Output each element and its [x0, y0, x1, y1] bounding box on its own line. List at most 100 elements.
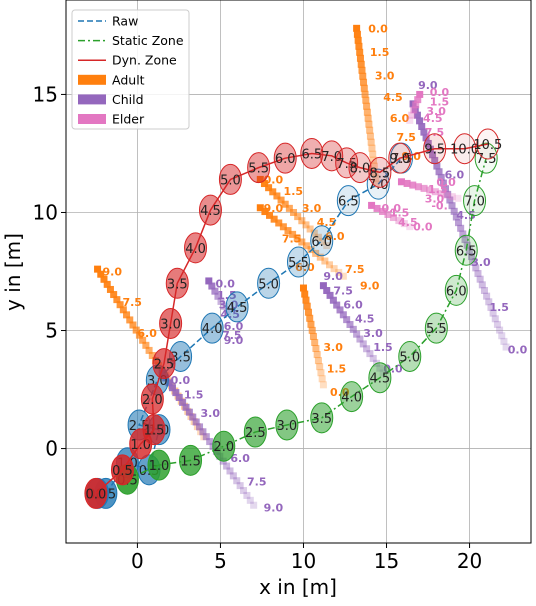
- zone-ellipse: [275, 409, 299, 441]
- track-marker: [126, 316, 134, 324]
- zone-ellipse: [198, 194, 222, 226]
- zone-time-label: 4.0: [202, 322, 223, 337]
- track-marker: [366, 350, 374, 358]
- agent-track-adult: 0.01.53.04.56.0: [256, 173, 345, 250]
- track-marker: [220, 303, 228, 311]
- track-marker: [306, 225, 314, 233]
- track-time-label: 1.5: [184, 388, 204, 401]
- track-marker: [103, 280, 111, 288]
- track-time-label: 4.5: [398, 216, 418, 229]
- track-marker: [205, 277, 213, 285]
- track-marker: [496, 326, 504, 334]
- zone-time-label: 7.0: [368, 178, 389, 193]
- track-marker: [372, 174, 380, 182]
- track-marker: [455, 219, 463, 227]
- track-marker: [196, 423, 204, 431]
- track-marker: [480, 286, 488, 294]
- track-marker: [459, 230, 467, 238]
- zone-ellipse: [218, 163, 242, 195]
- track-marker: [433, 162, 441, 170]
- track-marker: [303, 302, 311, 310]
- zone-time-label: 1.5: [144, 424, 165, 439]
- track-marker: [179, 398, 187, 406]
- zone-ellipse: [474, 142, 498, 174]
- track-marker: [336, 306, 344, 314]
- track-marker: [493, 320, 501, 328]
- track-marker: [135, 331, 143, 339]
- track-marker: [266, 211, 274, 219]
- track-marker: [470, 258, 478, 266]
- track-marker: [323, 287, 331, 295]
- zone-time-label: 3.5: [311, 412, 332, 427]
- zone-time-label: 4.5: [200, 204, 221, 219]
- zone-ellipse: [165, 267, 189, 299]
- track-marker: [373, 180, 381, 188]
- zone-series-static-zone: 0.51.01.52.02.53.03.54.04.55.05.56.06.57…: [115, 142, 498, 495]
- legend-patch-swatch: [78, 94, 106, 105]
- track-marker: [353, 24, 361, 32]
- zone-ellipse: [159, 307, 183, 339]
- track-marker: [277, 196, 285, 204]
- zone-ellipse: [336, 185, 360, 217]
- track-marker: [208, 282, 216, 290]
- zone-ellipse: [335, 147, 359, 179]
- track-marker: [369, 354, 377, 362]
- track-marker: [403, 179, 411, 187]
- track-marker: [379, 369, 387, 377]
- zone-ellipse: [444, 274, 468, 306]
- track-marker: [452, 213, 460, 221]
- track-marker: [431, 188, 439, 196]
- zone-ellipse: [287, 246, 310, 278]
- x-tick-label: 15: [374, 549, 399, 573]
- track-marker: [240, 487, 248, 495]
- agent-track-child: 9.06.04.53.01.50.0: [409, 79, 528, 356]
- track-marker: [302, 242, 310, 250]
- track-marker: [360, 78, 368, 86]
- track-marker: [400, 220, 408, 228]
- legend-patch-swatch: [78, 114, 106, 124]
- track-time-label: 0.0: [171, 374, 191, 387]
- zone-ellipse: [152, 348, 176, 380]
- track-marker: [94, 265, 102, 273]
- track-marker: [420, 184, 428, 192]
- track-marker: [489, 309, 497, 317]
- track-marker: [472, 264, 480, 272]
- track-marker: [346, 320, 354, 328]
- track-marker: [364, 114, 372, 122]
- zone-time-label: 4.0: [185, 242, 206, 257]
- track-marker: [369, 150, 377, 158]
- track-marker: [367, 138, 375, 146]
- zone-time-label: 1.0: [149, 459, 170, 474]
- track-time-label: 7.5: [247, 476, 267, 489]
- zone-time-label: 5.5: [288, 256, 309, 271]
- zone-time-label: 1.5: [180, 454, 201, 469]
- track-marker: [110, 291, 118, 299]
- track-marker: [326, 261, 333, 269]
- track-time-label: 3.0: [471, 256, 491, 269]
- track-marker: [360, 84, 368, 92]
- track-marker: [142, 341, 150, 349]
- zone-ellipse: [140, 383, 164, 415]
- track-marker: [483, 292, 491, 300]
- track-marker: [289, 230, 297, 238]
- track-marker: [319, 237, 327, 245]
- agent-track-adult: 3.0 1.5 0.0: [299, 284, 350, 399]
- track-time-label: 1.5: [430, 96, 450, 109]
- zone-ellipse: [147, 449, 171, 481]
- track-marker: [273, 192, 281, 200]
- track-marker: [356, 335, 364, 343]
- track-marker: [310, 229, 318, 237]
- track-time-label: 7.5: [396, 131, 416, 144]
- track-time-label: 9.0: [323, 270, 343, 283]
- track-marker: [116, 301, 124, 309]
- track-time-label: 6.0: [137, 327, 157, 340]
- zone-time-label: 3.5: [170, 350, 191, 365]
- track-time-label: 3.0: [426, 105, 446, 118]
- y-tick-label: 5: [45, 319, 58, 343]
- agent-track-elder: 0.01.54.50.0: [368, 202, 433, 234]
- track-marker: [444, 190, 452, 198]
- x-tick-label: 0: [131, 549, 144, 573]
- zone-time-label: 5.0: [220, 173, 241, 188]
- legend-entry: Adult: [78, 72, 145, 87]
- track-marker: [414, 183, 422, 191]
